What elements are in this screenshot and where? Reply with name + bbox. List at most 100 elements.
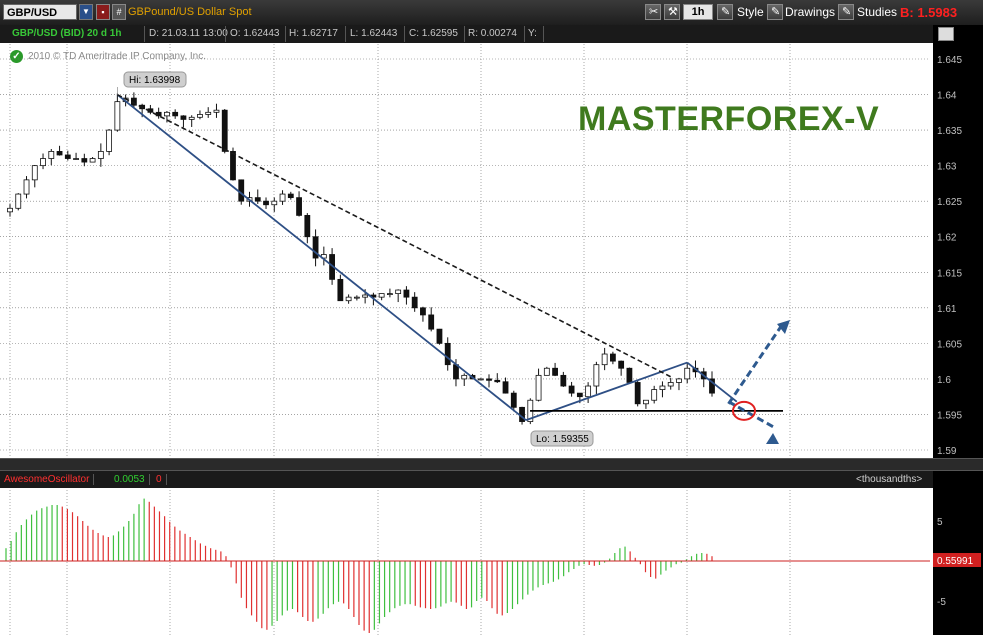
- candle-body: [312, 236, 319, 259]
- up-arrow-head: [777, 320, 790, 334]
- candle-body: [205, 111, 212, 115]
- candle-body: [643, 399, 649, 405]
- oscillator-value-2: 0: [156, 474, 167, 485]
- studies-icon[interactable]: ✎: [838, 4, 854, 20]
- price-tick-label: 1.625: [937, 197, 962, 208]
- candle-body: [395, 289, 402, 294]
- trend-line-drop: [686, 361, 738, 403]
- candle-body: [353, 296, 360, 299]
- candle-body: [197, 114, 203, 118]
- low-label: Lo: 1.59355: [536, 434, 589, 445]
- symbol-input[interactable]: GBP/USD: [3, 4, 77, 20]
- info-high: H: 1.62717: [289, 28, 338, 39]
- price-tick-label: 1.63: [937, 162, 957, 173]
- candle-body: [238, 179, 245, 202]
- symbol-dropdown-button[interactable]: ▼: [79, 4, 93, 20]
- candle-body: [130, 97, 137, 106]
- price-tick-label: 1.59: [937, 446, 957, 457]
- hash-button[interactable]: #: [112, 4, 126, 20]
- candle-body: [7, 207, 13, 213]
- candle-body: [73, 158, 79, 160]
- low-label-box: [530, 430, 594, 447]
- price-tick-label: 1.595: [937, 410, 962, 421]
- candle-body: [403, 289, 410, 298]
- candle-body: [337, 278, 344, 302]
- candle-body: [221, 109, 228, 152]
- osc-tick-label: 5: [937, 517, 943, 528]
- panel-divider[interactable]: [0, 458, 983, 471]
- candle-body: [230, 151, 236, 181]
- candle-body: [535, 374, 542, 401]
- candle-body: [618, 360, 625, 369]
- info-date: D: 21.03.11 13:00: [149, 28, 228, 39]
- link-icon[interactable]: ▪: [96, 4, 110, 20]
- candle-body: [287, 193, 294, 199]
- crosshair-icon[interactable]: ✂: [645, 4, 661, 20]
- info-low: L: 1.62443: [350, 28, 398, 39]
- price-tick-label: 1.645: [937, 55, 962, 66]
- candle-body: [97, 151, 104, 159]
- candle-body: [510, 392, 517, 408]
- candle-body: [552, 367, 558, 376]
- candle-body: [444, 342, 451, 366]
- tos-logo-icon: ✓: [10, 50, 23, 63]
- studies-menu[interactable]: Studies: [857, 5, 898, 19]
- candle-body: [345, 296, 352, 302]
- candle-body: [172, 111, 179, 117]
- candle-body: [477, 378, 484, 381]
- drawings-menu[interactable]: Drawings: [785, 5, 836, 19]
- candle-body: [48, 151, 55, 159]
- info-open: O: 1.62443: [230, 28, 280, 39]
- chart-settings-icon[interactable]: [938, 27, 954, 41]
- osc-tick-label: -5: [937, 597, 946, 608]
- price-chart-area[interactable]: [0, 43, 933, 458]
- price-tick-label: 1.62: [937, 233, 957, 244]
- candle-body: [213, 109, 220, 113]
- price-tick-label: 1.6: [937, 375, 951, 386]
- candle-body: [279, 193, 286, 202]
- price-tick-label: 1.615: [937, 268, 962, 279]
- bid-price: B: 1.5983: [900, 5, 958, 20]
- zoom-icon[interactable]: ⚒: [664, 4, 680, 20]
- candle-body: [428, 314, 435, 330]
- high-label: Hi: 1.63998: [129, 75, 181, 86]
- oscillator-units: <thousandths>: [856, 474, 923, 485]
- candle-body: [461, 374, 468, 380]
- candle-body: [543, 367, 550, 376]
- candle-body: [634, 382, 641, 405]
- timeframe-button[interactable]: 1h: [683, 4, 713, 20]
- brand-watermark: MASTERFOREX-V: [578, 100, 880, 138]
- oscillator-value: 0.0053: [114, 474, 150, 485]
- candle-body: [188, 116, 195, 120]
- candle-body: [486, 378, 492, 381]
- candle-body: [164, 111, 170, 117]
- candle-body: [304, 214, 311, 238]
- drawings-icon[interactable]: ✎: [767, 4, 783, 20]
- oscillator-name[interactable]: AwesomeOscillator: [4, 474, 95, 485]
- candle-body: [89, 158, 96, 163]
- candle-body: [420, 307, 426, 316]
- candle-body: [593, 364, 600, 387]
- style-icon[interactable]: ✎: [717, 4, 733, 20]
- down-arrow-head: [766, 433, 779, 444]
- candle-body: [411, 296, 418, 309]
- candle-body: [576, 392, 583, 398]
- candle-body: [180, 115, 187, 120]
- candle-body: [271, 200, 278, 206]
- price-tick-label: 1.605: [937, 339, 962, 350]
- down-arrow-line: [727, 400, 775, 429]
- style-menu[interactable]: Style: [737, 5, 764, 19]
- candle-body: [502, 381, 509, 394]
- candle-body: [626, 367, 633, 383]
- candle-body: [106, 129, 113, 152]
- candle-body: [81, 158, 88, 163]
- candle-body: [585, 385, 592, 398]
- candle-body: [114, 101, 121, 131]
- candle-body: [362, 294, 369, 298]
- high-label-box: [123, 71, 187, 88]
- candle-body: [263, 200, 269, 206]
- candle-body: [494, 379, 501, 383]
- candle-body: [23, 179, 30, 195]
- candle-body: [609, 353, 616, 362]
